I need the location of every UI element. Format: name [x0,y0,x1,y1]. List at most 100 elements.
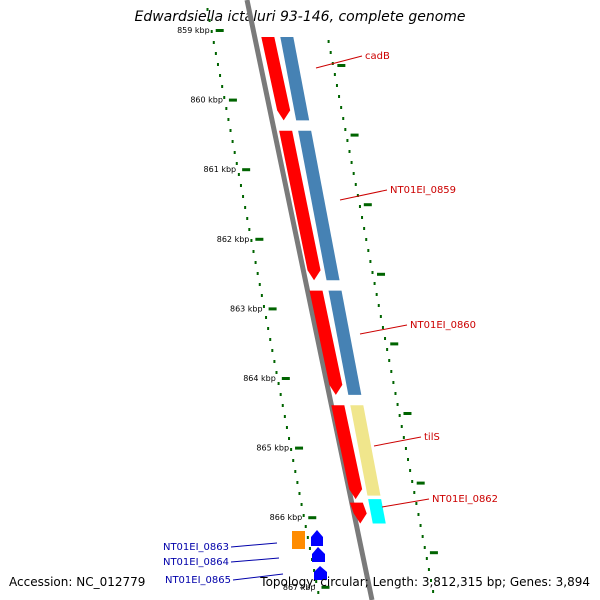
ruler-dot [296,481,299,484]
leader-line [373,436,422,447]
ruler-dot [365,238,368,241]
backbone-line [244,0,375,600]
genome-summary: Topology: circular; Length: 3,812,315 bp… [260,575,590,589]
leader-line [230,542,278,548]
genes-label: Genes: [509,575,552,589]
gene-block [328,290,362,395]
ruler-dot [271,349,274,352]
ruler-dot [248,228,251,231]
ruler-dot [333,73,336,76]
ruler-dot [363,227,366,230]
ruler-dot [219,74,222,77]
accession-text: Accession: NC_012779 [9,575,145,589]
ruler-dot [288,437,291,440]
ruler-dot [256,272,259,275]
ruler-dot [421,535,424,538]
ruler-major-tick [377,272,386,276]
gene-block [312,547,325,562]
ruler-major-tick [363,203,372,207]
backbone-layer [244,0,375,600]
ruler-dot [239,184,242,187]
ruler-dot [392,381,395,384]
ruler-dot [254,261,257,264]
ruler-dot [375,293,378,296]
gene-label: NT01EI_0863 [163,542,229,553]
gene-label: NT01EI_0864 [163,557,229,568]
ruler-dot [367,249,370,252]
ruler-tick-label: 865 kbp [256,444,289,453]
ruler-dot [361,216,364,219]
ruler-dot [283,415,286,418]
ruler-dot [227,118,230,121]
ruler-tick-label: 863 kbp [230,304,263,313]
ruler-tick-label: 861 kbp [204,165,237,174]
length-value: 3,812,315 bp; [421,575,507,589]
leader-line [315,55,363,69]
ruler-dot [390,370,393,373]
gene-block [311,530,323,546]
gene-block [292,531,305,549]
ruler-dot [298,492,301,495]
ruler-dot [327,40,330,43]
ruler-dot [379,315,382,318]
ruler-dot [394,392,397,395]
gene-block [314,566,327,580]
genes-value: 3,894 [555,575,590,589]
page-title: Edwardsiella ictaluri 93-146, complete g… [134,9,466,25]
ruler-dot [315,580,318,583]
ruler-dot [273,360,276,363]
feature-layer [261,36,386,580]
ruler-major-tick [308,516,317,520]
ruler-dot [210,30,213,33]
ruler-dot [252,250,255,253]
ruler-dot [404,447,407,450]
ruler-dot [409,469,412,472]
ruler-major-tick [215,29,224,32]
ruler-major-tick [416,481,425,485]
ruler-dot [292,459,295,462]
ruler-dot [340,106,343,109]
ruler-major-tick [390,342,399,346]
ruler-dot [302,514,305,517]
ruler-dot [269,338,272,341]
ruler-dot [402,436,405,439]
ruler-major-tick [295,446,304,450]
ruler-dot [265,316,268,319]
ruler-dot [398,414,401,417]
ruler-major-tick [350,133,359,137]
ruler-dot [348,150,351,153]
ruler-dot [277,382,280,385]
ruler-dot [423,546,426,549]
ruler-dot [258,283,261,286]
gene-label: NT01EI_0862 [432,494,498,505]
ruler-dot [242,195,245,198]
ruler-dot [425,557,428,560]
ruler-dot [304,525,307,528]
gene-label: NT01EI_0860 [410,320,476,331]
ruler-dot [350,161,353,164]
ruler-dot [246,217,249,220]
ruler-tick-label: 864 kbp [243,374,276,383]
leader-line [230,557,280,563]
ruler-dot [400,425,403,428]
ruler-dot [208,19,211,22]
ruler-dot [377,304,380,307]
ruler-dot [216,63,219,66]
leader-line [381,498,430,508]
ruler-dot [384,337,387,340]
ruler-tick-label: 862 kbp [217,235,250,244]
cds-arrow [261,36,291,121]
ruler-dot [342,117,345,120]
ruler-dot [223,96,226,99]
gene-block [280,36,310,121]
ruler-dot [308,547,311,550]
ruler-tick-label: 859 kbp [177,26,210,35]
ruler-dot [346,139,349,142]
ruler-dot [231,140,234,143]
ruler-dot [413,491,416,494]
accession-label: Accession: [9,575,73,589]
ruler-dot [317,591,320,594]
ruler-major-tick [242,168,251,172]
ruler-dot [432,590,435,593]
ruler-dot [419,524,422,527]
